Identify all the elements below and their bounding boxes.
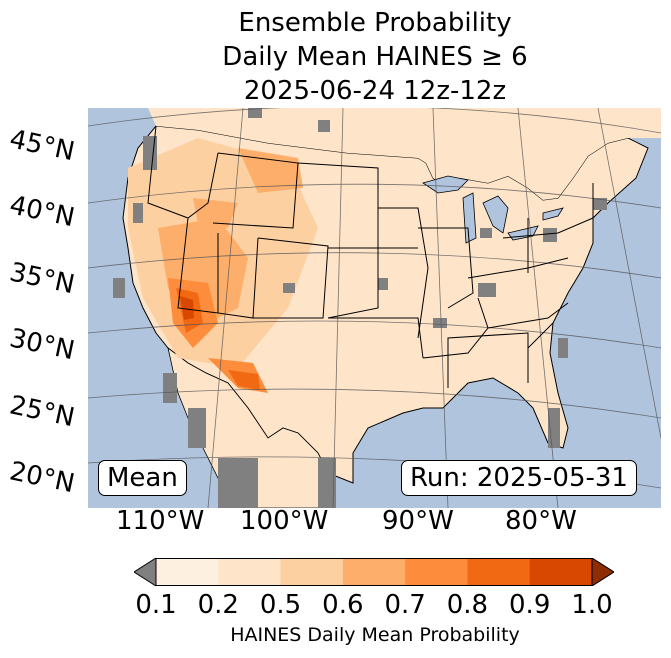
colorbar-tick-5: 0.8 — [446, 590, 489, 620]
prob-patch-1.0 — [180, 296, 194, 320]
colorbar-bin-0 — [156, 558, 219, 586]
colorbar-tick-1: 0.2 — [197, 590, 239, 620]
colorbar-bin-1 — [218, 558, 282, 586]
title-line-1: Ensemble Probability — [238, 8, 512, 38]
title-line-3: 2025-06-24 12z-12z — [243, 76, 507, 106]
colorbar-tick-2: 0.5 — [259, 590, 302, 620]
colorbar-tick-3: 0.6 — [322, 590, 364, 620]
title-line-2: Daily Mean HAINES ≥ 6 — [222, 42, 528, 72]
colorbar — [134, 558, 614, 586]
lon-label-110: 110°W — [116, 506, 205, 536]
colorbar-label: HAINES Daily Mean Probability — [230, 624, 520, 646]
lat-label-25: 25°N — [6, 390, 78, 434]
lon-label-100: 100°W — [240, 506, 329, 536]
colorbar-tick-4: 0.7 — [384, 590, 426, 620]
canada-landmass — [148, 108, 661, 200]
lat-label-30: 30°N — [6, 323, 78, 367]
colorbar-frame — [155, 558, 593, 586]
graticule — [88, 108, 661, 508]
lat-label-40: 40°N — [6, 190, 78, 234]
colorbar-bin-2 — [280, 558, 344, 586]
lon-label-90: 90°W — [382, 506, 454, 536]
colorbar-under-triangle — [134, 558, 157, 586]
colorbar-bin-5 — [467, 558, 531, 586]
map-panel: Mean Run: 2025-05-31 — [88, 108, 661, 508]
colorbar-over-triangle — [591, 558, 614, 586]
run-label: Run: 2025-05-31 — [401, 460, 637, 496]
mean-label: Mean — [98, 460, 187, 496]
lat-label-35: 35°N — [6, 257, 78, 301]
colorbar-bin-6 — [529, 558, 593, 586]
colorbar-bin-4 — [405, 558, 468, 586]
great-lakes — [422, 175, 564, 244]
lat-label-45: 45°N — [6, 124, 78, 168]
colorbar-tick-6: 0.9 — [509, 590, 551, 620]
lat-label-20: 20°N — [6, 456, 78, 500]
prob-patch-0.9 — [176, 288, 260, 390]
colorbar-tick-0: 0.1 — [135, 590, 177, 620]
colorbar-tick-7: 1.0 — [571, 590, 613, 620]
map-canvas — [88, 108, 661, 508]
colorbar-bins — [156, 558, 593, 586]
state-boundaries — [147, 125, 594, 388]
lon-label-80: 80°W — [505, 506, 577, 536]
missing-data — [113, 108, 607, 508]
colorbar-bin-3 — [342, 558, 406, 586]
